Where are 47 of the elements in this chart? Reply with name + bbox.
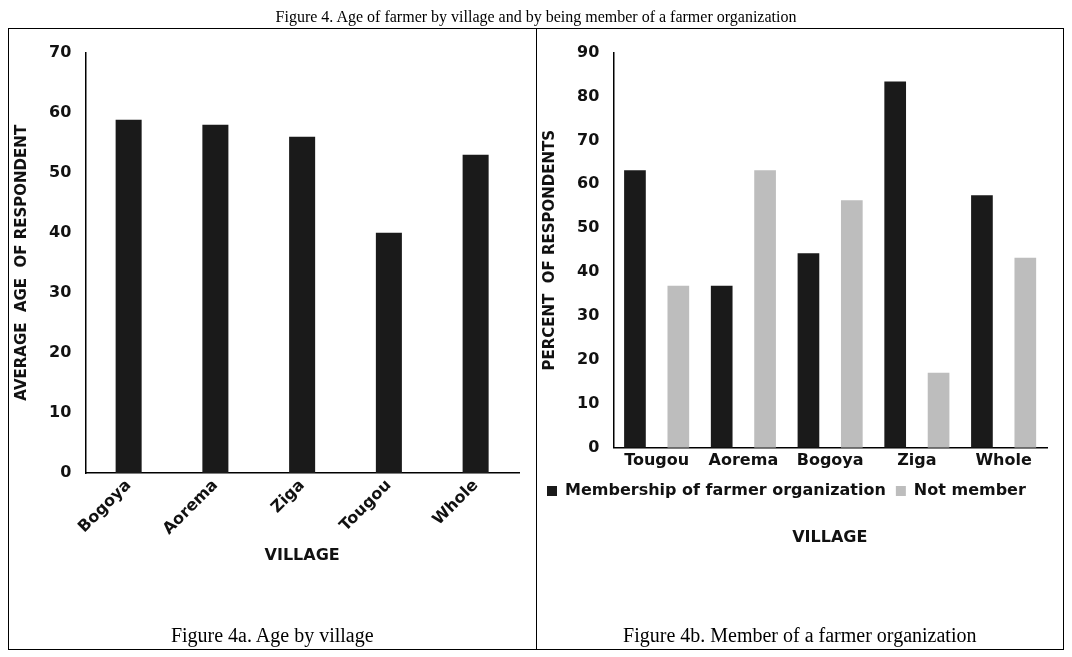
bar bbox=[927, 372, 949, 448]
y-tick-label: 0 bbox=[587, 436, 599, 456]
bar bbox=[289, 136, 316, 474]
y-tick-label: 50 bbox=[576, 217, 599, 237]
x-tick-label: Aorema bbox=[708, 449, 778, 469]
caption: Figure 4b. Member of a farmer organization bbox=[622, 624, 978, 647]
bar bbox=[623, 170, 646, 448]
y-tick-label: 90 bbox=[576, 41, 599, 61]
x-tick-label: Ziga bbox=[896, 449, 937, 469]
bar bbox=[710, 285, 733, 448]
caption: Figure 4a. Age by village bbox=[169, 624, 375, 647]
y-tick-label: 60 bbox=[576, 173, 599, 193]
legend-label: Membership of farmer organization bbox=[564, 480, 886, 500]
y-axis-title: AVERAGE AGE OF RESPONDENT bbox=[11, 124, 30, 401]
y-tick-label: 40 bbox=[576, 261, 599, 281]
bar bbox=[753, 170, 776, 448]
bar bbox=[883, 81, 906, 448]
x-tick-label: Whole bbox=[974, 449, 1032, 469]
legend-label: Not member bbox=[913, 480, 1026, 500]
y-tick-label: 30 bbox=[576, 305, 599, 325]
bar bbox=[970, 195, 993, 448]
x-tick-label: Bogoya bbox=[796, 449, 864, 469]
y-tick-label: 10 bbox=[576, 393, 599, 413]
bar bbox=[462, 154, 489, 474]
bar bbox=[202, 124, 229, 474]
bar bbox=[115, 119, 142, 474]
chart-title: Figure 4. Age of farmer by village and by being member of a farmer organization bbox=[274, 8, 798, 26]
bar bbox=[840, 200, 863, 448]
y-axis-title: PERCENT OF RESPONDENTS bbox=[539, 129, 558, 371]
y-tick-label: 30 bbox=[49, 282, 72, 301]
bar bbox=[797, 253, 819, 448]
y-tick-label: 80 bbox=[576, 85, 599, 105]
y-tick-label: 50 bbox=[49, 161, 72, 181]
y-tick-label: 0 bbox=[60, 462, 72, 482]
bar bbox=[1013, 257, 1036, 448]
x-axis-title: VILLAGE bbox=[264, 544, 340, 564]
y-tick-label: 20 bbox=[49, 342, 72, 362]
x-tick-label: Tougou bbox=[623, 449, 689, 469]
y-tick-label: 60 bbox=[49, 101, 72, 121]
bar bbox=[375, 232, 402, 474]
y-tick-label: 20 bbox=[576, 349, 599, 369]
x-axis-title: VILLAGE bbox=[791, 527, 869, 546]
y-tick-label: 10 bbox=[49, 402, 72, 422]
y-tick-label: 70 bbox=[576, 129, 599, 149]
y-tick-label: 70 bbox=[49, 41, 72, 61]
bar bbox=[666, 285, 689, 448]
y-tick-label: 40 bbox=[49, 221, 72, 241]
